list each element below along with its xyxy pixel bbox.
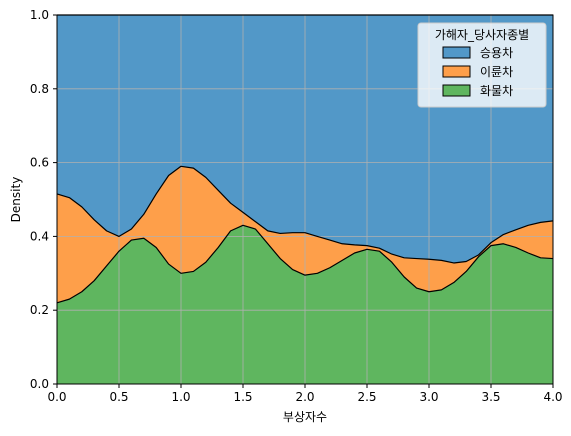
x-tick-label: 0.5 [109,390,128,404]
x-axis-label: 부상자수 [283,410,327,424]
x-tick-label: 4.0 [543,390,562,404]
y-axis-label: Density [9,177,23,223]
legend-swatch [442,46,471,59]
x-tick-label: 1.0 [171,390,190,404]
y-tick-label: 0.4 [30,229,49,243]
y-tick-label: 0.2 [30,303,49,317]
y-tick-label: 0.6 [30,156,49,170]
legend-swatch [442,84,471,97]
x-tick-label: 0.0 [47,390,66,404]
legend-title: 가해자_당사자종별 [435,28,529,42]
y-tick-label: 0.0 [30,377,49,391]
legend-entry: 승용차 [480,46,513,60]
legend-entry: 이륜차 [480,65,513,79]
boundary-이륜차 [56,165,554,264]
legend-swatch [442,65,471,78]
boundary-화물차 [56,224,554,304]
x-tick-label: 2.5 [357,390,376,404]
x-tick-label: 2.0 [295,390,314,404]
x-axis-ticks: 0.0 0.5 1.0 1.5 2.0 2.5 3.0 3.5 4.0 [47,384,563,404]
y-tick-label: 0.8 [30,82,49,96]
x-tick-label: 3.0 [419,390,438,404]
x-tick-label: 3.5 [481,390,500,404]
x-tick-label: 1.5 [233,390,252,404]
y-tick-label: 1.0 [30,8,49,22]
y-axis-ticks: 0.0 0.2 0.4 0.6 0.8 1.0 [30,8,57,391]
legend-entry: 화물차 [480,84,513,98]
